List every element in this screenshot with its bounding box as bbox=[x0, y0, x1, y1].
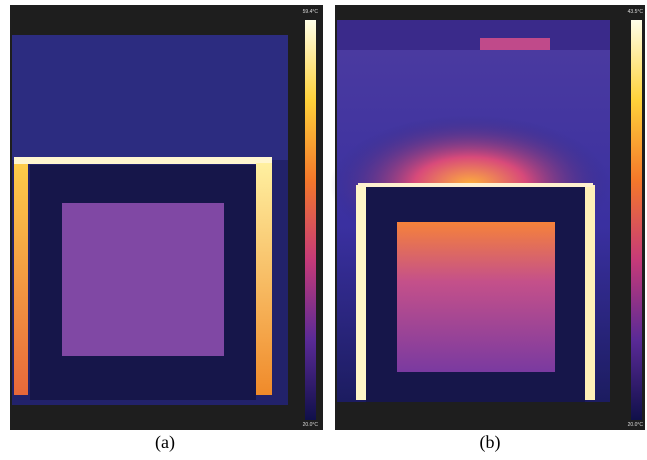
thermal-image-a bbox=[10, 5, 323, 430]
max-temp-label: 43.5°C bbox=[628, 9, 644, 15]
caption: (b) bbox=[480, 432, 501, 453]
thermal-image-b bbox=[330, 5, 645, 430]
min-temp-label: 20.0°C bbox=[303, 422, 319, 428]
caption: (a) bbox=[155, 432, 175, 453]
max-temp-label: 59.4°C bbox=[303, 9, 319, 15]
figure: 59.4°C 20.0°C (a) 43.5°C 20.0°C (b) bbox=[0, 0, 647, 460]
min-temp-label: 20.0°C bbox=[628, 422, 644, 428]
